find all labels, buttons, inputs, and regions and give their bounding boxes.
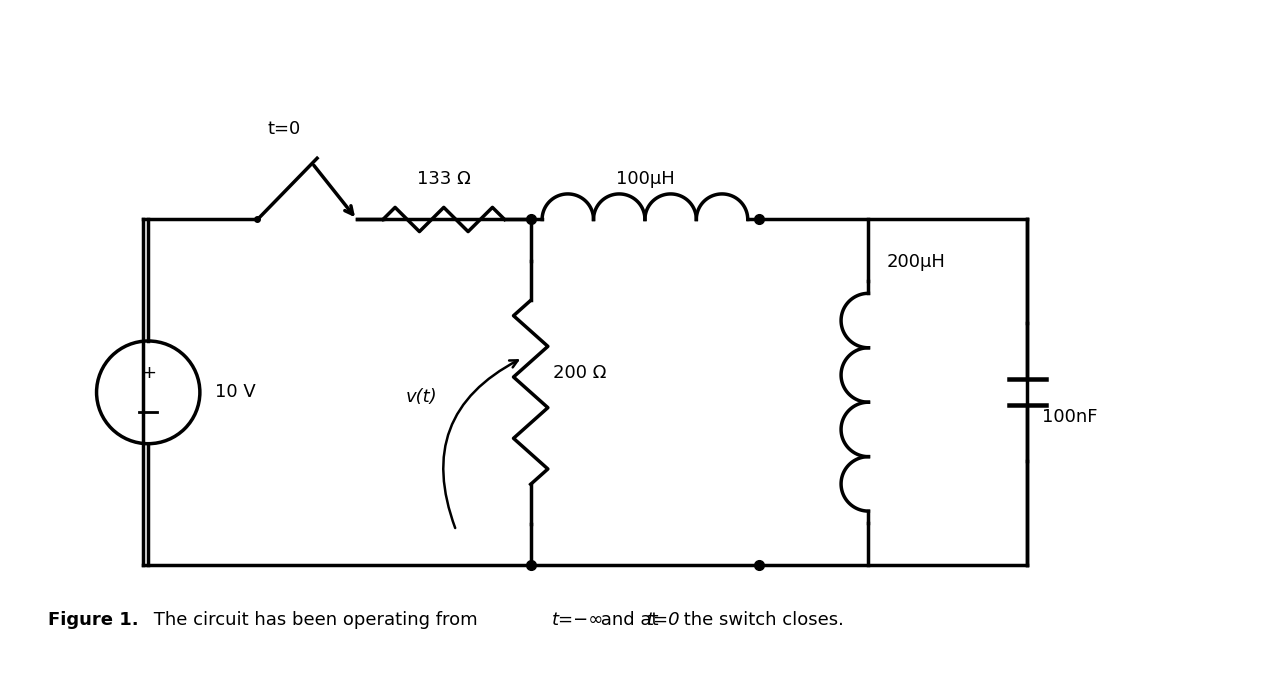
Text: and at: and at xyxy=(595,612,665,629)
Text: +: + xyxy=(141,363,156,382)
Text: 200 Ω: 200 Ω xyxy=(552,363,605,382)
Text: the switch closes.: the switch closes. xyxy=(678,612,844,629)
Text: 10 V: 10 V xyxy=(214,383,255,401)
Text: 100nF: 100nF xyxy=(1042,408,1098,426)
Text: t=0: t=0 xyxy=(647,612,680,629)
Text: t=−∞: t=−∞ xyxy=(552,612,604,629)
Text: 200μH: 200μH xyxy=(886,254,945,271)
Text: 100μH: 100μH xyxy=(615,170,674,188)
Text: The circuit has been operating from: The circuit has been operating from xyxy=(148,612,483,629)
Text: v(t): v(t) xyxy=(406,388,438,406)
Text: t=0: t=0 xyxy=(268,121,301,138)
Text: 133 Ω: 133 Ω xyxy=(418,170,471,188)
Text: Figure 1.: Figure 1. xyxy=(48,612,138,629)
